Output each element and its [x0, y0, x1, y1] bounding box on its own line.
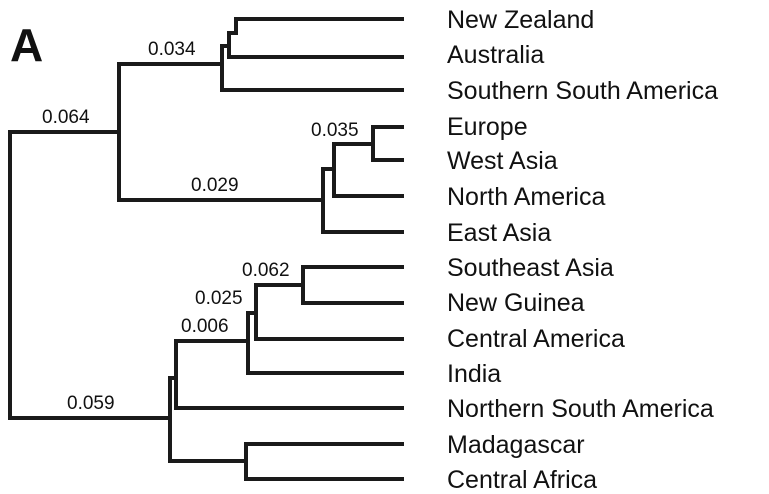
new-zealand-australia-branch [227, 31, 404, 59]
tip-label-europe: Europe [447, 113, 528, 141]
panel-label: A [10, 19, 43, 71]
node-value-with-india: 0.006 [181, 316, 229, 337]
root-branch [8, 130, 172, 420]
austral-clade-branch [220, 44, 404, 92]
tip-label-northern-south-america: Northern South America [447, 395, 714, 423]
tip-label-west-asia: West Asia [447, 147, 558, 175]
southern-group-branch [117, 62, 325, 202]
tip-label-east-asia: East Asia [447, 219, 551, 247]
tip-label-new-guinea: New Guinea [447, 289, 585, 317]
node-value-southeast-asia-new-guinea: 0.062 [242, 260, 290, 281]
tip-label-madagascar: Madagascar [447, 431, 585, 459]
tip-label-india: India [447, 360, 501, 388]
new-zealand-branch [234, 17, 404, 35]
tip-label-southeast-asia: Southeast Asia [447, 254, 614, 282]
southeast-asia-new-guinea-branch [301, 265, 404, 305]
node-value-southern-group: 0.064 [42, 107, 90, 128]
tip-label-southern-south-america: Southern South America [447, 77, 718, 105]
tip-label-central-america: Central America [447, 325, 625, 353]
europe-west-asia-branch [371, 125, 404, 162]
tip-label-central-africa: Central Africa [447, 466, 597, 494]
node-value-europe-west-asia: 0.035 [311, 120, 359, 141]
north-america-branch [332, 142, 404, 198]
northern-south-america-branch [174, 339, 404, 410]
node-value-holarctic-clade: 0.029 [191, 175, 239, 196]
tip-label-australia: Australia [447, 41, 544, 69]
central-america-branch [254, 283, 404, 341]
india-branch [246, 311, 404, 375]
tropical-group-branch [168, 376, 248, 463]
tip-label-north-america: North America [447, 183, 605, 211]
node-value-tropical-group: 0.059 [67, 393, 115, 414]
madagascar-africa-branch [244, 442, 404, 481]
tip-label-new-zealand: New Zealand [447, 6, 594, 34]
node-value-austral-clade: 0.034 [148, 39, 196, 60]
node-value-with-central-america: 0.025 [195, 288, 243, 309]
